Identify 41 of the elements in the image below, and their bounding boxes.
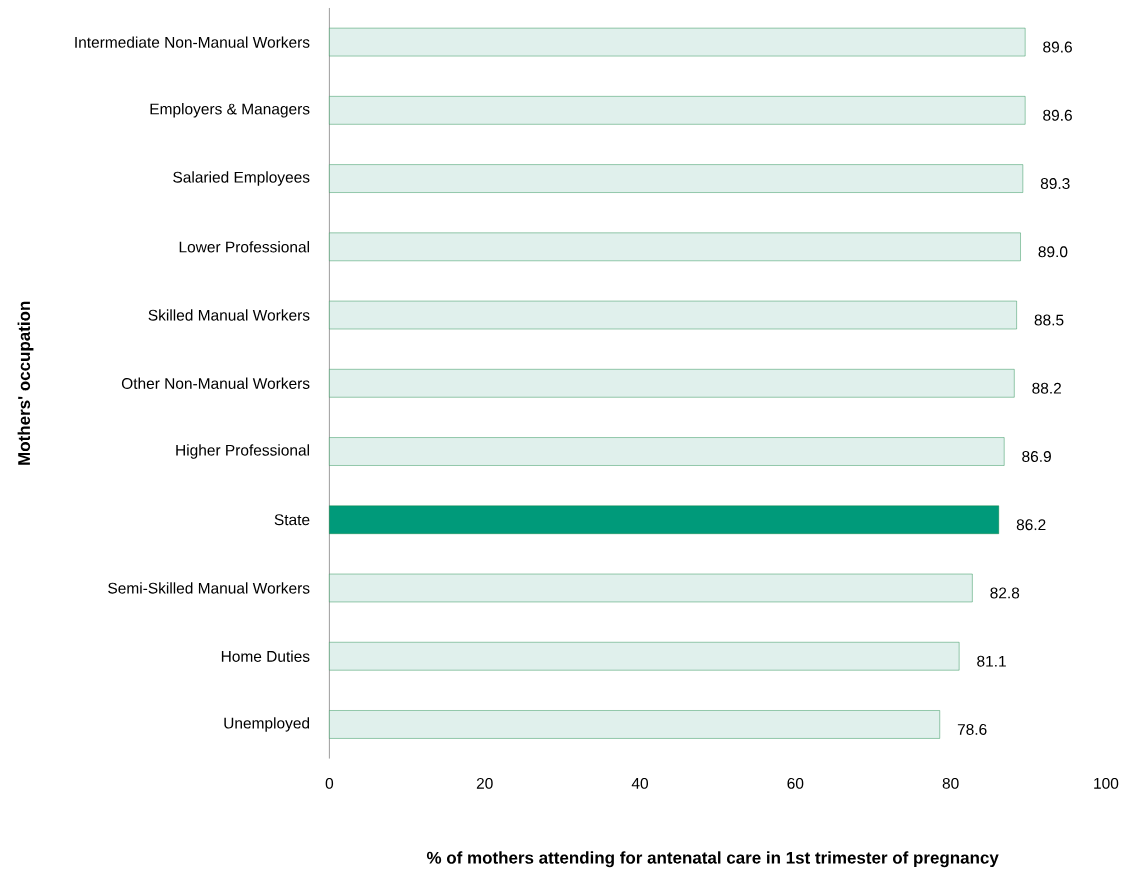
data-label: 82.8 xyxy=(990,587,1020,599)
data-label: 89.6 xyxy=(1043,41,1072,53)
data-label: 78.6 xyxy=(957,723,987,735)
y-tick-label: Higher Professional xyxy=(176,444,309,459)
y-tick-label: Salaried Employees xyxy=(173,171,310,186)
y-tick-label: Other Non-Manual Workers xyxy=(121,377,310,389)
bar xyxy=(329,300,1017,330)
data-label: 89.6 xyxy=(1043,109,1072,121)
data-label: 86.9 xyxy=(1022,450,1051,462)
x-tick-label: 100 xyxy=(1094,777,1119,789)
y-tick-label: Unemployed xyxy=(224,717,310,732)
x-tick-label: 0 xyxy=(325,777,334,789)
x-tick-label: 40 xyxy=(631,777,649,789)
data-label: 88.5 xyxy=(1034,314,1064,326)
y-tick-label: Employers & Managers xyxy=(150,102,310,118)
y-tick-label: State xyxy=(274,514,310,526)
bar xyxy=(329,641,960,671)
data-label: 89.3 xyxy=(1040,177,1070,189)
bar xyxy=(329,505,999,534)
bar xyxy=(329,573,973,603)
bar xyxy=(329,368,1015,398)
x-axis-title: % of mothers attending for antenatal care in 1st trimester of pregnancy xyxy=(426,851,999,868)
y-tick-label: Lower Professional xyxy=(179,240,309,253)
y-tick-label: Home Duties xyxy=(221,650,310,662)
y-axis-title: Mothers' occupation xyxy=(17,301,34,465)
data-label: 89.0 xyxy=(1038,246,1068,258)
bar xyxy=(329,96,1026,125)
data-label: 86.2 xyxy=(1016,519,1046,531)
y-tick-label: Skilled Manual Workers xyxy=(148,309,310,321)
x-tick-label: 80 xyxy=(942,777,959,789)
y-tick-label: Semi-Skilled Manual Workers xyxy=(108,582,310,594)
bar xyxy=(329,27,1026,57)
bar xyxy=(329,710,940,739)
y-tick-label: Intermediate Non-Manual Workers xyxy=(75,36,310,48)
data-label: 81.1 xyxy=(977,655,1006,667)
bar xyxy=(329,232,1021,261)
x-tick-label: 60 xyxy=(787,777,804,789)
data-label: 88.2 xyxy=(1032,382,1061,394)
bar xyxy=(329,437,1005,466)
x-tick-label: 20 xyxy=(476,777,493,789)
bar xyxy=(329,164,1024,193)
